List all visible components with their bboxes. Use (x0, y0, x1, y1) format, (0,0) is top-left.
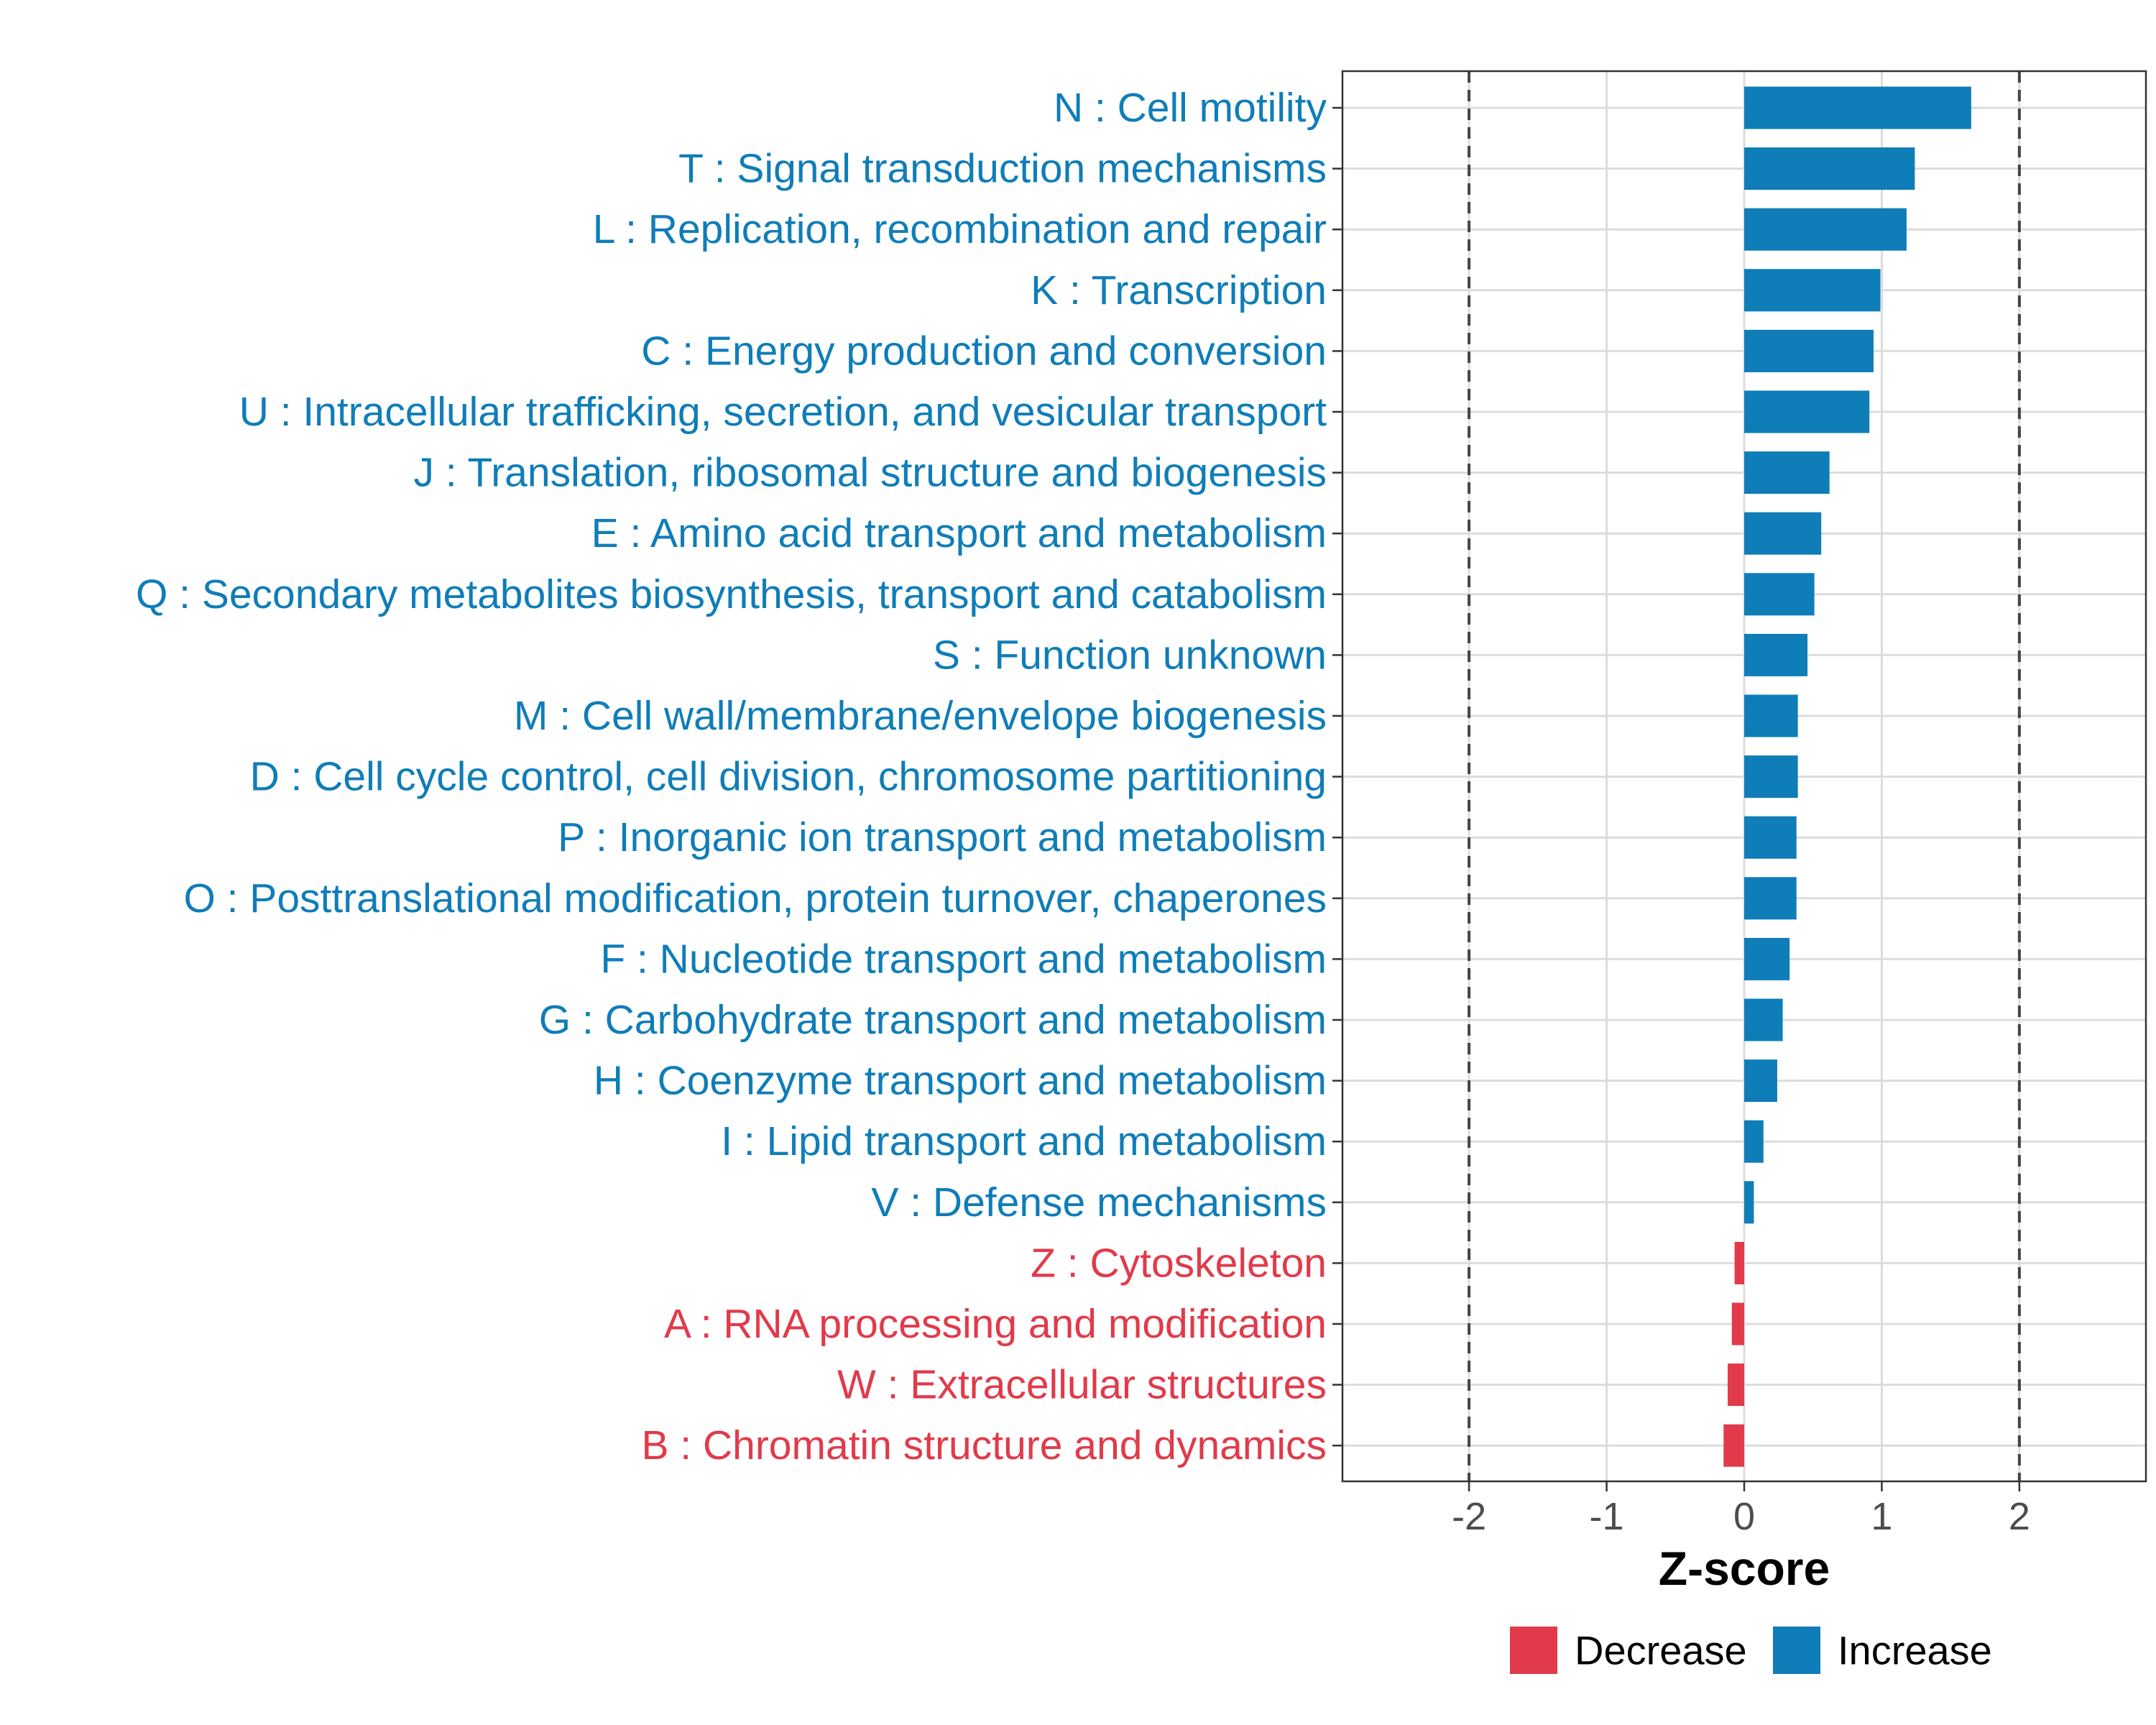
category-label: O : Posttranslational modification, prot… (183, 875, 1327, 921)
bar (1744, 86, 1971, 129)
bar (1744, 573, 1815, 616)
category-label: H : Coenzyme transport and metabolism (594, 1058, 1327, 1104)
bar (1728, 1363, 1744, 1407)
category-label: I : Lipid transport and metabolism (721, 1118, 1327, 1164)
category-label: G : Carbohydrate transport and metabolis… (539, 997, 1327, 1043)
legend: Decrease Increase (1510, 1627, 1992, 1674)
bar (1744, 512, 1822, 555)
legend-swatch-increase (1773, 1627, 1820, 1674)
category-label: Z : Cytoskeleton (1031, 1240, 1327, 1286)
y-axis-ticks (1332, 106, 1342, 1447)
category-label: M : Cell wall/membrane/envelope biogenes… (514, 693, 1327, 739)
category-label: J : Translation, ribosomal structure and… (414, 450, 1327, 496)
category-label: D : Cell cycle control, cell division, c… (250, 754, 1327, 800)
category-label: F : Nucleotide transport and metabolism (600, 936, 1327, 982)
legend-label-decrease: Decrease (1575, 1628, 1747, 1673)
bar (1744, 877, 1797, 920)
bar (1744, 937, 1790, 980)
bar (1744, 1120, 1764, 1163)
x-tick-label: 2 (2009, 1495, 2030, 1538)
x-tick-label: -1 (1590, 1495, 1624, 1538)
legend-swatch-decrease (1510, 1627, 1557, 1674)
bar (1744, 1059, 1777, 1103)
y-axis-labels: N : Cell motility T : Signal transduction… (136, 85, 1327, 1468)
bar (1744, 694, 1798, 737)
bar (1744, 208, 1907, 251)
bar (1723, 1424, 1744, 1467)
x-tick-label: -2 (1452, 1495, 1486, 1538)
category-label: L : Replication, recombination and repai… (593, 206, 1327, 252)
bar (1744, 329, 1874, 372)
category-label: K : Transcription (1031, 267, 1327, 313)
bar (1744, 998, 1783, 1041)
bar (1744, 269, 1881, 312)
bar (1744, 451, 1830, 494)
x-axis-ticks: -2 -1 0 1 2 (1452, 1481, 2030, 1538)
category-label: N : Cell motility (1054, 85, 1327, 131)
category-label: Q : Secondary metabolites biosynthesis, … (136, 571, 1327, 617)
bar (1744, 816, 1797, 859)
category-label: B : Chromatin structure and dynamics (641, 1422, 1327, 1468)
bar (1734, 1241, 1744, 1284)
bar (1744, 147, 1915, 190)
x-tick-label: 1 (1871, 1495, 1892, 1538)
category-label: W : Extracellular structures (837, 1362, 1327, 1408)
x-tick-label: 0 (1733, 1495, 1755, 1538)
category-label: C : Energy production and conversion (641, 328, 1327, 374)
category-label: P : Inorganic ion transport and metaboli… (558, 814, 1327, 860)
bar (1744, 1181, 1754, 1224)
x-axis-title: Z-score (1659, 1542, 1830, 1595)
category-label: U : Intracellular trafficking, secretion… (239, 389, 1327, 435)
bar (1731, 1302, 1744, 1346)
bar (1744, 633, 1808, 676)
bar (1744, 755, 1798, 799)
category-label: T : Signal transduction mechanisms (678, 146, 1327, 192)
reference-lines (1468, 71, 2021, 1481)
category-label: E : Amino acid transport and metabolism (591, 510, 1327, 556)
category-label: S : Function unknown (933, 632, 1327, 678)
category-label: A : RNA processing and modification (664, 1301, 1327, 1347)
bar (1744, 390, 1870, 433)
category-label: V : Defense mechanisms (871, 1179, 1327, 1225)
bars (1723, 86, 1971, 1467)
legend-label-increase: Increase (1838, 1628, 1992, 1673)
